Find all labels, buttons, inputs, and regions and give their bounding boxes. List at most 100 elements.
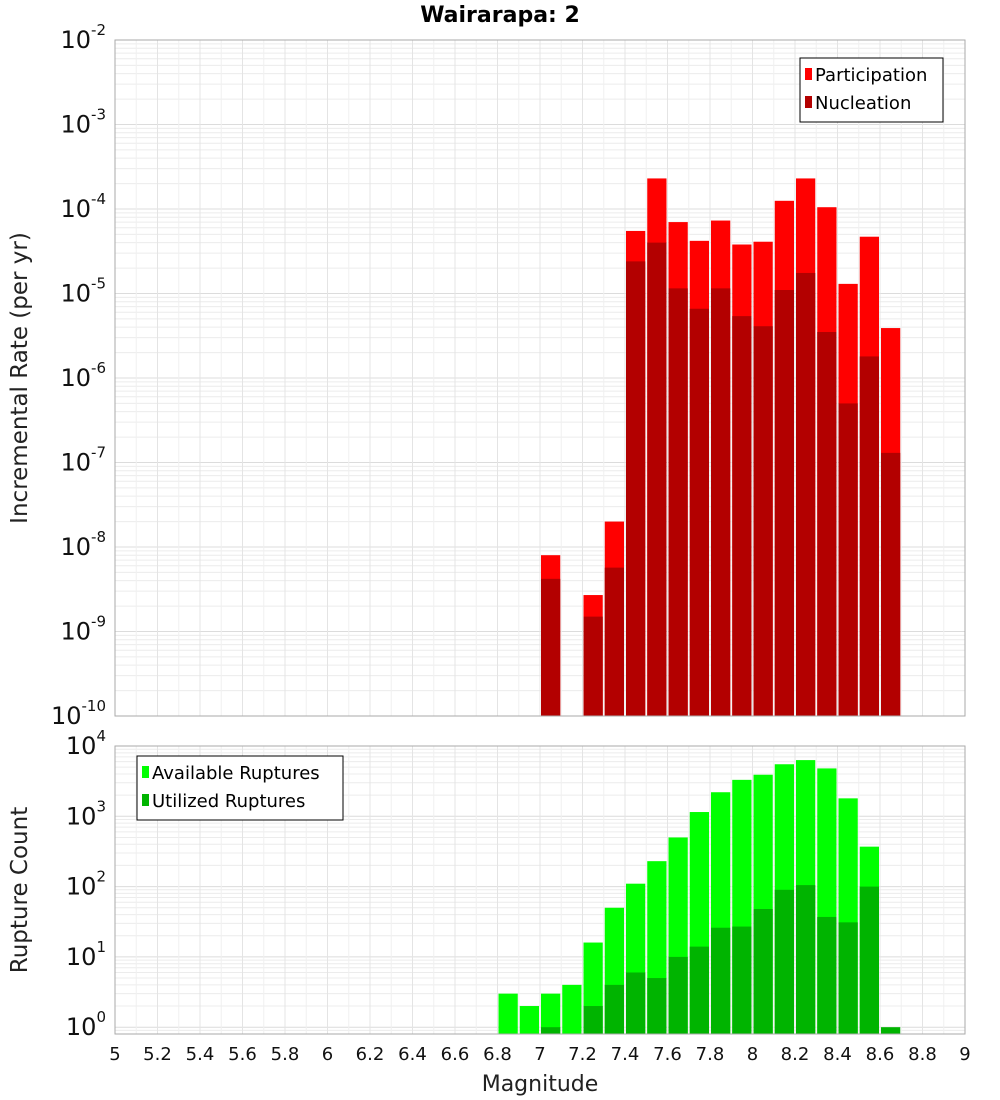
bottom-plot-frame [114,745,966,1035]
bar-nucleation [796,272,816,716]
x-tick-label: 9 [959,1044,970,1065]
legend-box [136,755,344,821]
legend-swatch [805,96,812,108]
bar-nucleation [753,326,773,716]
x-tick-label: 7.4 [611,1044,640,1065]
legend-swatch [805,68,812,80]
x-tick-label: 5.4 [186,1044,215,1065]
top-plot-panel: 10-210-310-410-510-610-710-810-910-10 In… [7,21,966,730]
x-tick-label: 5.2 [143,1044,172,1065]
y-tick-label: 100 [66,1008,106,1041]
x-tick-label: 7.8 [696,1044,725,1065]
y-tick-exponent: -9 [91,613,106,631]
bar-utilized-ruptures [732,926,752,1034]
x-tick-label: 8.8 [908,1044,937,1065]
bar-available-ruptures [541,993,561,1034]
legend-label: Available Ruptures [152,763,320,784]
y-tick-exponent: -3 [91,106,106,124]
bar-nucleation [541,578,561,716]
legend-swatch [142,794,149,806]
y-tick-exponent: -2 [91,21,106,39]
y-tick-base: 10 [60,533,91,561]
x-tick-label: 7 [534,1044,545,1065]
bar-utilized-ruptures [541,1027,561,1034]
top-y-tick-labels: 10-210-310-410-510-610-710-810-910-10 [51,21,106,730]
y-tick-label: 10-3 [60,106,106,139]
y-tick-base: 10 [66,1013,97,1041]
bottom-bars [498,760,901,1034]
top-bars [541,178,901,717]
y-tick-label: 10-5 [60,275,106,308]
y-tick-exponent: 0 [96,1008,106,1026]
y-tick-label: 104 [66,727,106,760]
y-tick-exponent: -5 [91,275,106,293]
y-tick-base: 10 [60,364,91,392]
y-tick-label: 103 [66,797,106,830]
y-tick-base: 10 [60,195,91,223]
top-plot-frame [114,39,966,717]
bar-utilized-ruptures [604,984,624,1034]
y-tick-label: 10-2 [60,21,106,54]
y-tick-base: 10 [60,280,91,308]
x-tick-label: 5.6 [228,1044,257,1065]
y-tick-label: 102 [66,868,106,901]
y-tick-exponent: -10 [82,697,107,715]
x-tick-label: 7.6 [653,1044,682,1065]
bar-utilized-ruptures [859,886,879,1034]
bar-utilized-ruptures [583,1006,603,1034]
x-tick-label: 8.2 [781,1044,810,1065]
top-gridlines [114,39,966,717]
bar-utilized-ruptures [668,956,688,1034]
y-tick-base: 10 [66,802,97,830]
bar-nucleation [838,403,858,716]
bar-utilized-ruptures [753,909,773,1034]
x-tick-label: 6 [322,1044,333,1065]
top-legend: Participation Nucleation [799,57,944,123]
bar-utilized-ruptures [817,916,837,1034]
x-tick-label: 7.2 [568,1044,597,1065]
bar-nucleation [881,452,901,716]
bar-available-ruptures [519,1006,539,1034]
y-tick-label: 10-8 [60,528,106,561]
bar-utilized-ruptures [796,885,816,1034]
y-tick-exponent: 3 [96,797,106,815]
bottom-legend: Available Ruptures Utilized Ruptures [136,755,344,821]
legend-label: Nucleation [815,93,911,114]
bar-available-ruptures [498,993,518,1034]
x-tick-label: 8.4 [823,1044,852,1065]
bottom-y-axis-label: Rupture Count [7,807,33,973]
y-tick-exponent: 1 [96,938,106,956]
y-tick-exponent: 4 [96,727,106,745]
y-tick-base: 10 [66,943,97,971]
bar-nucleation [689,308,709,716]
bar-utilized-ruptures [689,946,709,1034]
legend-box [799,57,944,123]
x-tick-label: 6.6 [441,1044,470,1065]
y-tick-label: 10-4 [60,190,106,223]
x-tick-label: 5.8 [271,1044,300,1065]
legend-swatch [142,766,149,778]
x-tick-label: 6.2 [356,1044,385,1065]
y-tick-exponent: -4 [91,190,106,208]
bar-nucleation [711,288,731,716]
x-tick-labels: 5 5.2 5.4 5.6 5.8 6 6.2 6.4 6.6 6.8 7 7.2 7.4 7.6 7.8 8… [109,1044,970,1065]
bar-nucleation [583,616,603,716]
y-tick-label: 10-10 [51,697,106,730]
bar-nucleation [774,290,794,716]
top-y-axis-label: Incremental Rate (per yr) [7,232,33,524]
y-tick-base: 10 [60,618,91,646]
y-tick-label: 10-7 [60,444,106,477]
legend-label: Utilized Ruptures [152,791,305,812]
y-tick-exponent: -8 [91,528,106,546]
bar-nucleation [732,316,752,716]
bar-utilized-ruptures [647,978,667,1034]
y-tick-base: 10 [60,111,91,139]
y-tick-label: 10-6 [60,359,106,392]
y-tick-exponent: -7 [91,444,106,462]
bar-nucleation [647,242,667,717]
y-tick-base: 10 [60,449,91,477]
chart-title: Wairarapa: 2 [420,3,580,28]
y-tick-label: 101 [66,938,106,971]
